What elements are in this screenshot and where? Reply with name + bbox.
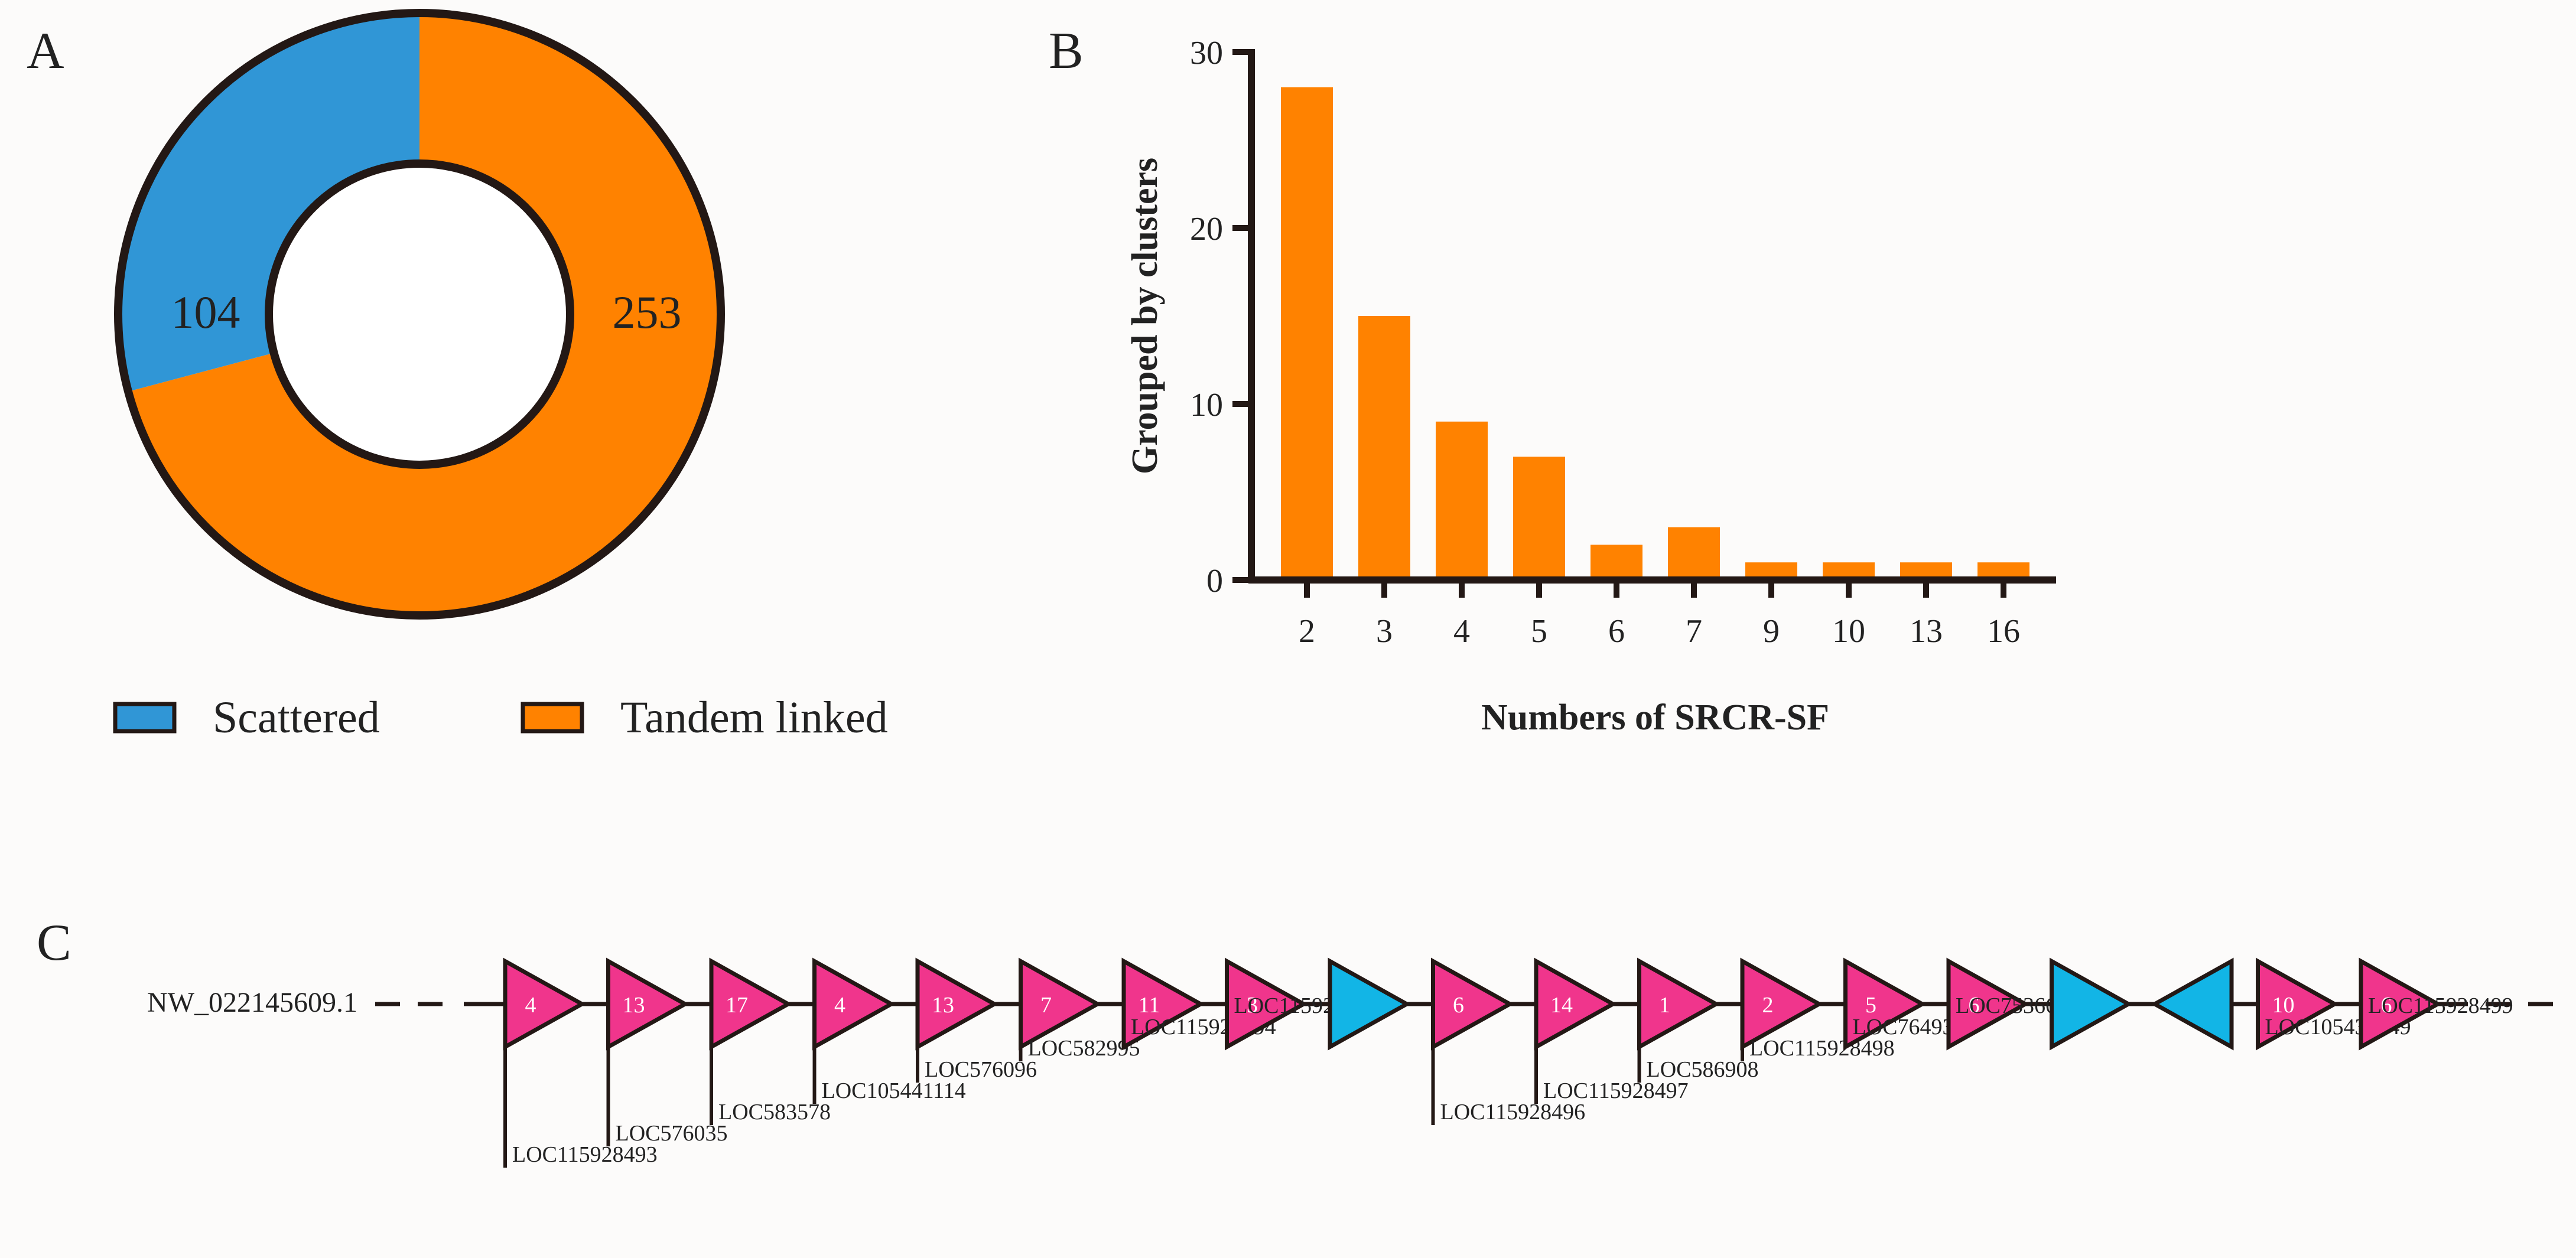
srcr-count-label: 6 [2381, 993, 2392, 1018]
gene-triangle [1843, 957, 1927, 1051]
legend-label-scattered: Scattered [213, 693, 380, 742]
srcr-count-label: 4 [525, 993, 536, 1018]
bar [1436, 421, 1488, 580]
legend-label-tandem-linked: Tandem linked [620, 693, 888, 742]
donut-legend: Scattered Tandem linked [113, 693, 888, 742]
srcr-count-label: 6 [1453, 993, 1464, 1018]
gene-locus-label: LOC115928498 [1749, 1036, 1895, 1061]
gene-triangle [1019, 957, 1102, 1051]
y-tick-label: 10 [1190, 387, 1223, 423]
x-tick-label: 13 [1910, 613, 1943, 650]
srcr-count-label: 14 [1550, 993, 1573, 1018]
x-axis-title: Numbers of SRCR-SF [1481, 698, 1829, 738]
gene-triangle [1121, 957, 1205, 1051]
x-tick-label: 4 [1453, 613, 1470, 650]
donut-inner-ring [265, 159, 574, 469]
gene-locus-label: LOC115928496 [1440, 1100, 1586, 1125]
gene-locus-label: LOC586908 [1647, 1057, 1759, 1082]
x-tick-label: 5 [1531, 613, 1547, 650]
gene-triangle-cyan [2050, 957, 2133, 1051]
x-tick-label: 7 [1686, 613, 1702, 650]
bar-chart: 2 3 4 5 6 7 9 10 13 16 0 10 20 30 Numbers of SRCR-SF Gr… [1125, 35, 2056, 738]
gene-triangle [1740, 957, 1824, 1051]
srcr-count-label: 4 [834, 993, 845, 1018]
bar [1591, 545, 1642, 580]
gene-locus-label: LOC576035 [616, 1121, 728, 1146]
panel-label-c: C [37, 914, 71, 972]
gene-locus-label: LOC105441114 [822, 1078, 966, 1103]
srcr-count-label: 6 [1969, 993, 1980, 1018]
gene-triangle [915, 957, 999, 1051]
legend-swatch-tandem-linked [521, 702, 584, 734]
y-tick-label: 20 [1190, 211, 1223, 247]
gene-locus-label: LOC753661 [1956, 993, 2068, 1018]
gene-locus-label: LOC115928499 [2368, 993, 2513, 1018]
y-axis-title: Grouped by clusters [1125, 158, 1165, 474]
srcr-count-label: 2 [1762, 993, 1774, 1018]
x-tick-label: 3 [1376, 613, 1393, 650]
bar [1358, 316, 1410, 580]
srcr-count-label: 13 [932, 993, 954, 1018]
gene-triangle [606, 957, 689, 1051]
gene-triangle-cyan [1328, 957, 1411, 1051]
donut-slice-scattered [118, 13, 420, 392]
chromosome-label: NW_022145609.1 [147, 987, 357, 1018]
bar [1668, 527, 1720, 580]
gene-triangle [1534, 957, 1618, 1051]
y-tick-label: 30 [1190, 35, 1223, 71]
donut-outer-ring [114, 9, 725, 620]
bar [1281, 87, 1333, 581]
gene-locus-label: LOC115928493 [512, 1142, 658, 1167]
gene-triangle [1431, 957, 1514, 1051]
gene-locus-label: LOC764936 [1853, 1015, 1965, 1039]
donut-value-tandem-linked: 253 [613, 286, 682, 338]
panel-label-b: B [1049, 22, 1084, 80]
bar [1513, 457, 1565, 580]
x-tick-label: 6 [1608, 613, 1625, 650]
x-tick-label: 10 [1832, 613, 1865, 650]
srcr-count-label: 7 [1040, 993, 1052, 1018]
srcr-count-label: 1 [1659, 993, 1670, 1018]
srcr-count-label: 13 [623, 993, 645, 1018]
gene-triangle [1637, 957, 1720, 1051]
srcr-count-label: 10 [2272, 993, 2295, 1018]
gene-locus-label: LOC576096 [925, 1057, 1037, 1082]
x-tick-label: 9 [1763, 613, 1780, 650]
gene-locus-label: LOC583578 [718, 1100, 831, 1125]
x-tick-label: 16 [1987, 613, 2020, 650]
gene-triangle [2256, 957, 2339, 1051]
gene-triangle [503, 957, 587, 1051]
y-tick-label: 0 [1206, 563, 1223, 599]
donut-value-scattered: 104 [171, 286, 240, 338]
srcr-count-label: 17 [726, 993, 748, 1018]
srcr-count-label: 3 [1247, 993, 1258, 1018]
srcr-count-label: 11 [1139, 993, 1160, 1018]
srcr-count-label: 5 [1865, 993, 1876, 1018]
x-tick-label: 2 [1299, 613, 1315, 650]
donut-slice-tandem-linked [128, 13, 721, 616]
gene-triangle [709, 957, 793, 1051]
gene-locus-label: LOC582995 [1028, 1036, 1140, 1061]
gene-triangle [812, 957, 896, 1051]
panel-label-a: A [27, 22, 64, 80]
gene-cluster: NW_022145609.1 4LOC11592849313LOC57603517… [147, 957, 2561, 1168]
gene-triangle [1946, 957, 2030, 1051]
gene-triangle [2359, 957, 2442, 1051]
legend-swatch-scattered [113, 702, 177, 734]
gene-triangle [1225, 957, 1308, 1051]
donut-chart: 253 104 [114, 9, 725, 620]
gene-triangle-cyan [2150, 957, 2234, 1051]
gene-locus-label: LOC115928497 [1543, 1078, 1689, 1103]
